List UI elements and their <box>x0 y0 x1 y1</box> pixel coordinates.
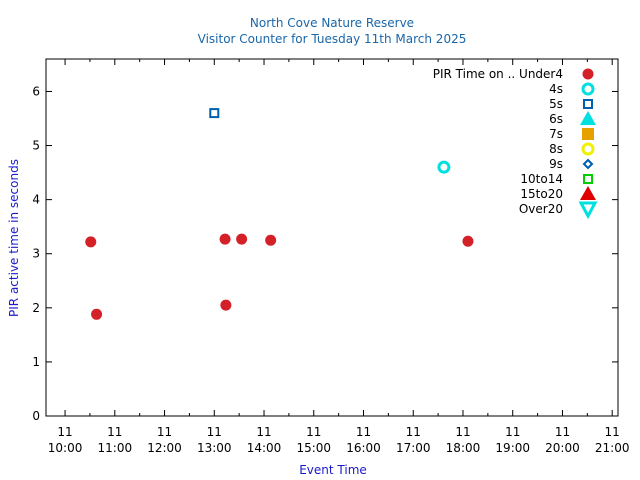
legend-marker <box>582 68 594 80</box>
legend-marker <box>583 99 593 109</box>
x-tick-time: 12:00 <box>147 441 182 455</box>
data-point <box>265 234 277 246</box>
y-tick-label: 3 <box>32 247 40 261</box>
x-tick-day: 11 <box>356 425 371 439</box>
x-tick-time: 20:00 <box>545 441 580 455</box>
y-tick-label: 2 <box>32 301 40 315</box>
x-tick-time: 14:00 <box>247 441 282 455</box>
data-points <box>85 108 474 320</box>
legend-marker <box>581 142 595 156</box>
legend-title: PIR Time on .. <box>433 67 516 81</box>
x-axis-label: Event Time <box>299 463 367 477</box>
x-tick-day: 11 <box>555 425 570 439</box>
x-tick-day: 11 <box>455 425 470 439</box>
x-tick-time: 21:00 <box>595 441 630 455</box>
x-tick-time: 19:00 <box>495 441 530 455</box>
legend-label: 5s <box>549 97 563 111</box>
x-tick-day: 11 <box>256 425 271 439</box>
legend-label: PIR Time on .. Under4 <box>433 67 563 81</box>
x-tick-day: 11 <box>57 425 72 439</box>
plot-frame <box>45 58 619 417</box>
x-tick-day: 11 <box>157 425 172 439</box>
legend-label: Over20 <box>519 202 563 216</box>
data-point <box>85 236 97 248</box>
data-point <box>462 235 474 247</box>
legend-label: 10to14 <box>520 172 563 186</box>
data-point <box>209 108 220 119</box>
x-tick-time: 10:00 <box>48 441 83 455</box>
legend-label: 15to20 <box>520 187 563 201</box>
x-tick-day: 11 <box>505 425 520 439</box>
x-tick-time: 15:00 <box>296 441 331 455</box>
legend-marker <box>581 82 595 96</box>
legend-marker <box>580 111 596 125</box>
legend-label: 6s <box>549 112 563 126</box>
data-point <box>236 233 248 245</box>
x-tick-time: 18:00 <box>446 441 481 455</box>
x-tick-day: 11 <box>406 425 421 439</box>
y-axis-label: PIR active time in seconds <box>7 159 21 317</box>
legend-label: 9s <box>549 157 563 171</box>
data-point <box>91 308 103 320</box>
legend-series-name: Under4 <box>515 67 563 81</box>
data-point <box>219 233 231 245</box>
y-tick-label: 6 <box>32 84 40 98</box>
x-tick-day: 11 <box>306 425 321 439</box>
legend-label: 4s <box>549 82 563 96</box>
x-tick-time: 17:00 <box>396 441 431 455</box>
legend-marker <box>583 174 593 184</box>
axis-ticks: 0 1 2 3 4 5 6 11 10:00 11 11:00 11 12:00 11 13:00 11 14:… <box>32 59 629 455</box>
x-tick-time: 16:00 <box>346 441 381 455</box>
legend-marker <box>578 201 598 220</box>
chart-title: North Cove Nature Reserve <box>250 16 414 30</box>
legend-label: 7s <box>549 127 563 141</box>
legend-label: 8s <box>549 142 563 156</box>
legend: PIR Time on .. Under44s5s6s7s8s9s10to141… <box>433 67 598 220</box>
legend-marker <box>580 186 596 200</box>
legend-marker <box>582 128 594 140</box>
legend-marker <box>582 158 594 170</box>
y-tick-label: 5 <box>32 139 40 153</box>
data-point <box>437 160 451 174</box>
y-tick-label: 0 <box>32 409 40 423</box>
data-point <box>220 299 232 311</box>
y-tick-label: 4 <box>32 193 40 207</box>
x-tick-time: 11:00 <box>98 441 133 455</box>
chart-subtitle: Visitor Counter for Tuesday 11th March 2… <box>198 32 467 46</box>
x-tick-day: 11 <box>107 425 122 439</box>
y-tick-label: 1 <box>32 355 40 369</box>
x-tick-time: 13:00 <box>197 441 232 455</box>
x-tick-day: 11 <box>207 425 222 439</box>
x-tick-day: 11 <box>605 425 620 439</box>
